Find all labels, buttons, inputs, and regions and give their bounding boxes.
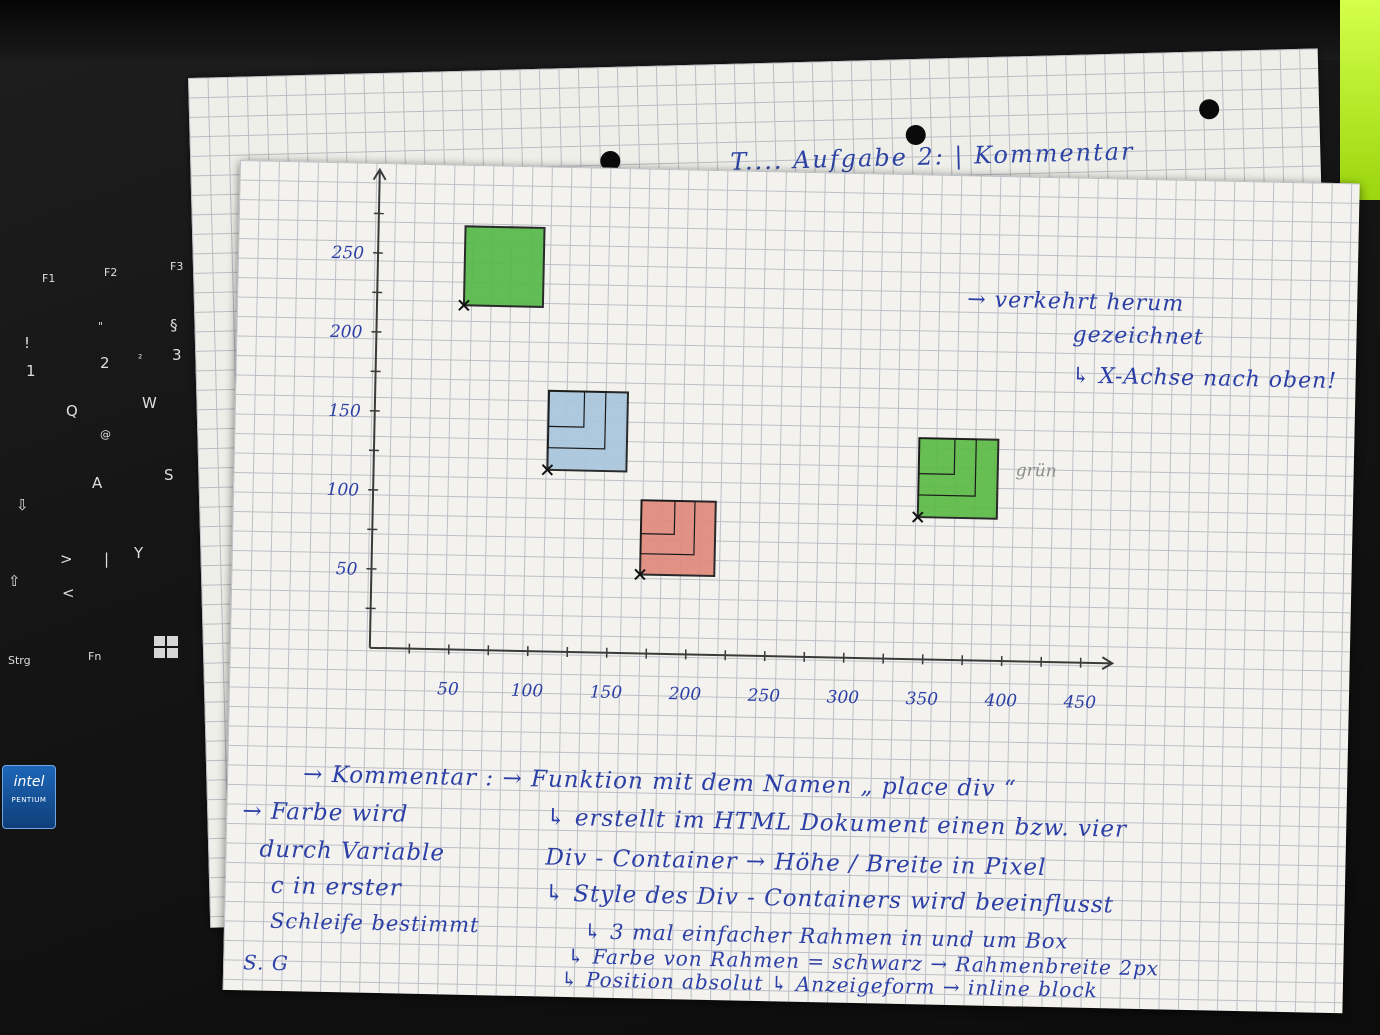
origin-cross [458,299,470,312]
keyboard-key: Strg [8,654,31,667]
laptop-hinge [0,0,1380,60]
keyboard-key: F1 [42,272,56,285]
back-sheet-heading: T.... Aufgabe 2: | Kommentar [730,137,1135,176]
keyboard-key: > [60,550,73,568]
keyboard-key: ⇩ [16,496,29,514]
keyboard-key: W [142,394,157,412]
y-tick-label: 250 [330,243,364,264]
keyboard-key: § [170,316,178,334]
y-axis-arrow [372,167,387,181]
y-axis [368,169,381,648]
data-square [638,499,717,578]
side-note-line: → verkehrt herum [966,287,1185,317]
keyboard-key: 1 [26,362,36,380]
windows-key-icon [154,636,180,660]
side-note-line: gezeichnet [1072,322,1205,351]
left-note-line: c in erster [270,872,402,902]
keyboard-key: Q [66,402,78,420]
x-tick-label: 250 [746,686,780,707]
x-axis-arrow [1101,656,1115,671]
keyboard-key: " [98,320,104,333]
graph-paper-sheet: 50 100 150 200 250 300 350 400 450 50 100 150 200 250… [222,160,1360,1014]
x-axis [369,646,1113,665]
data-square [916,437,1000,520]
inner-frame [547,390,586,428]
data-square [462,225,546,308]
inner-frame [918,437,956,475]
x-tick-label: 50 [437,679,459,699]
y-tick-label: 200 [329,322,363,343]
inner-frame [640,499,676,535]
keyboard-key: 2 [100,354,110,372]
scatter-chart: 50 100 150 200 250 300 350 400 450 50 100 150 200 250… [326,167,1115,713]
left-note-line: → Farbe wird [242,798,409,828]
keyboard-key: ² [138,352,143,365]
keyboard-key: S [164,466,174,484]
origin-cross [634,568,646,581]
keyboard-key: @ [100,428,111,441]
intel-brand: intel [13,774,45,790]
comment-line: ↳ erstellt im HTML Dokument einen bzw. v… [546,804,1128,843]
y-tick-label: 100 [326,480,359,501]
punch-hole [1198,99,1220,120]
x-tick-label: 100 [511,681,544,702]
keyboard-key: < [62,584,75,602]
x-tick-label: 400 [983,691,1017,712]
intel-cpu: PENTIUM [11,796,47,804]
keyboard-key: ! [24,334,31,352]
y-tick-label: 50 [336,559,358,579]
keyboard-key: A [92,474,103,492]
origin-cross [911,511,924,523]
x-tick-label: 300 [826,687,859,708]
comment-line: Div - Container → Höhe / Breite in Pixel [545,844,1047,882]
signature: S. G [242,950,290,976]
x-tick-label: 200 [667,684,701,705]
keyboard-key: ⇧ [8,572,21,590]
keyboard-key: Fn [88,650,102,663]
keyboard-key: F3 [170,260,184,273]
origin-cross [541,464,554,476]
comment-line: ↳ Style des Div - Containers wird beeinf… [544,880,1115,919]
y-tick-label: 150 [328,401,361,422]
keyboard-key: Y [134,544,144,562]
x-tick-label: 350 [905,689,938,710]
comment-line: → Kommentar : → Funktion mit dem Namen „… [302,761,1017,803]
left-note-line: durch Variable [259,836,446,867]
highlighter-pen [1340,0,1380,200]
x-tick-label: 150 [589,682,622,703]
intel-sticker: intel PENTIUM [2,765,56,829]
x-tick-label: 450 [1062,692,1096,713]
keyboard-key: F2 [104,266,118,279]
data-square [546,389,630,473]
keyboard-key: | [104,550,110,568]
left-note-line: Schleife bestimmt [269,908,480,938]
keyboard-key: 3 [172,346,182,364]
point-label: grün [1016,461,1057,482]
